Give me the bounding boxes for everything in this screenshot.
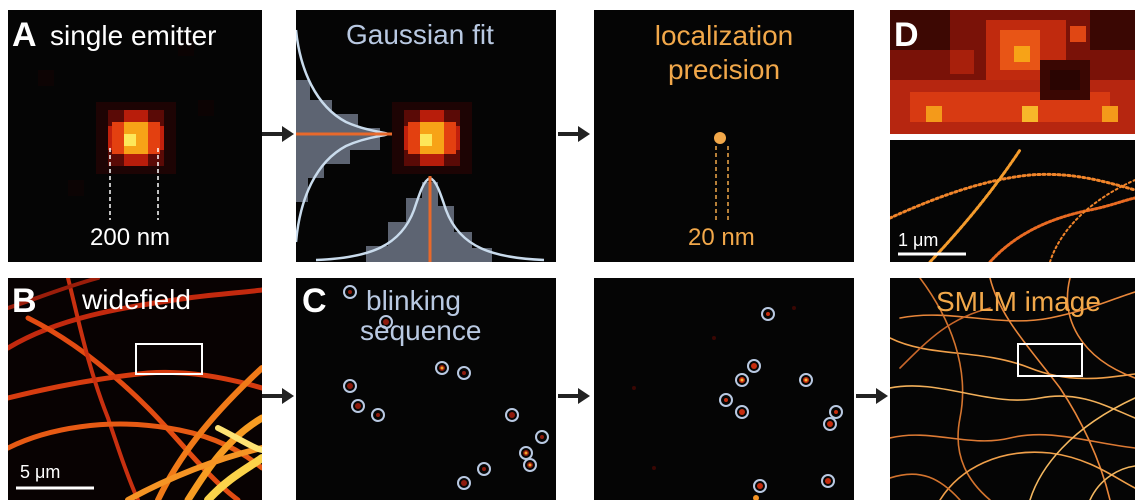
localization-dot [714, 132, 726, 144]
arrow-right-icon [262, 126, 294, 142]
panel-blinking-frame-1: C blinking sequence [296, 278, 556, 500]
smlm-image-title: SMLM image [936, 286, 1101, 317]
gaussian-fit-title: Gaussian fit [346, 19, 494, 50]
panel-letter-c: C [302, 282, 327, 320]
panel-widefield: B widefield 5 μm [8, 278, 262, 500]
arrow-right-icon [558, 388, 590, 404]
panel-c-title-line2: sequence [360, 315, 482, 346]
single-emitter-image [8, 10, 262, 262]
detected-emitter-circles [719, 307, 843, 493]
blinking-frame-1-image [296, 278, 556, 500]
panel-smlm-image: SMLM image [890, 278, 1135, 500]
zoomed-smlm-image [890, 140, 1135, 262]
scalebar-label-5um: 5 μm [20, 462, 61, 482]
panel-localization-precision: localization precision 20 nm [594, 10, 854, 262]
localization-precision-image [594, 10, 854, 262]
arrow-right-icon [856, 388, 888, 404]
scalebar-label-1um: 1 μm [898, 230, 939, 250]
panel-d-zoom-smlm: 1 μm [890, 140, 1135, 262]
arrow-right-icon [262, 388, 294, 404]
panel-a-measure: 200 nm [90, 224, 171, 251]
detected-emitter-circles [343, 285, 549, 490]
precision-title-line1: localization [654, 20, 794, 51]
gaussian-fit-image [296, 10, 556, 262]
panel-letter-d: D [894, 16, 919, 54]
zoomed-widefield-image [890, 10, 1135, 134]
precision-measure: 20 nm [688, 224, 755, 251]
blinking-frame-2-image [594, 278, 854, 500]
panel-blinking-frame-2 [594, 278, 854, 500]
widefield-image [8, 278, 262, 500]
panel-a-title: single emitter [50, 20, 217, 51]
panel-letter-a: A [12, 16, 37, 54]
precision-title-line2: precision [667, 54, 781, 85]
panel-gaussian-fit: Gaussian fit [296, 10, 556, 262]
panel-c-title-line1: blinking [366, 285, 461, 316]
zoom-region-box [135, 343, 203, 375]
zoom-region-box [1017, 343, 1083, 377]
smlm-image [890, 278, 1135, 500]
panel-letter-b: B [12, 282, 37, 320]
panel-d-zoom-widefield: D [890, 10, 1135, 134]
panel-single-emitter: A single emitter 200 nm [8, 10, 262, 262]
panel-b-title: widefield [82, 284, 191, 315]
arrow-right-icon [558, 126, 590, 142]
